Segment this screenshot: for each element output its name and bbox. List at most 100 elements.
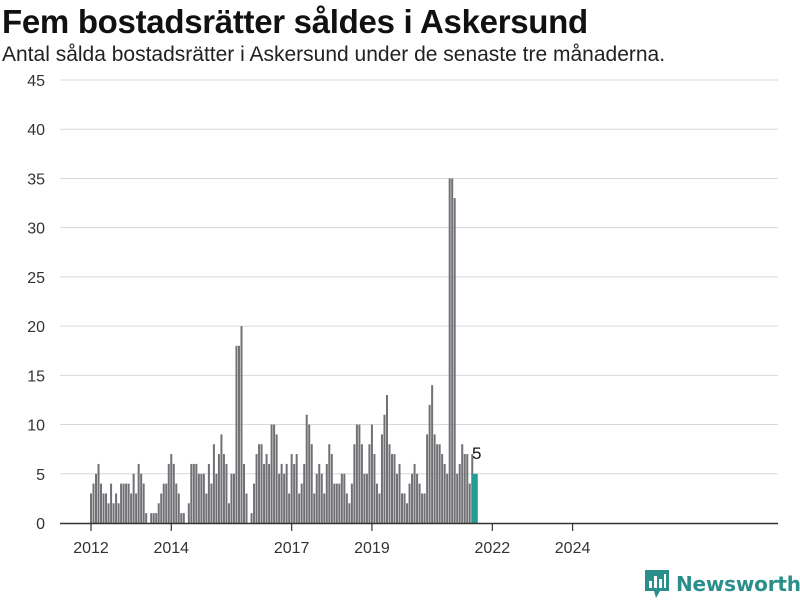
- bar: [245, 493, 248, 523]
- bar: [265, 454, 268, 523]
- bar: [380, 434, 383, 523]
- y-tick-label: 25: [27, 270, 45, 287]
- bar: [406, 503, 409, 523]
- bar: [443, 463, 446, 523]
- bar: [258, 444, 261, 523]
- bar: [240, 326, 243, 523]
- bar: [192, 463, 195, 523]
- bar: [333, 483, 336, 523]
- bar: [243, 463, 246, 523]
- bar: [190, 463, 193, 523]
- bar: [122, 483, 125, 523]
- bar: [212, 444, 215, 523]
- bar: [398, 463, 401, 523]
- bar: [202, 473, 205, 523]
- bar: [388, 444, 391, 523]
- bar: [358, 424, 361, 523]
- bar: [383, 414, 386, 523]
- bar: [463, 454, 466, 523]
- newsworthy-logo[interactable]: Newsworthy: [644, 569, 800, 599]
- x-tick-label: 2022: [475, 540, 511, 557]
- y-tick-label: 35: [27, 171, 45, 188]
- bar: [225, 463, 228, 523]
- bar: [428, 404, 431, 523]
- bar: [177, 493, 180, 523]
- bar: [408, 483, 411, 523]
- bar: [360, 444, 363, 523]
- bar: [446, 473, 449, 523]
- bar: [165, 483, 168, 523]
- bar: [373, 454, 376, 523]
- bar: [115, 493, 118, 523]
- bar: [323, 493, 326, 523]
- bar: [152, 513, 155, 523]
- chart-subtitle: Antal sålda bostadsrätter i Askersund un…: [2, 43, 666, 66]
- x-tick-label: 2017: [274, 540, 310, 557]
- bar: [403, 493, 406, 523]
- x-tick-label: 2012: [73, 540, 109, 557]
- bar: [308, 424, 311, 523]
- bar: [295, 454, 298, 523]
- bar: [160, 493, 163, 523]
- bar: [413, 463, 416, 523]
- bar: [340, 473, 343, 523]
- bar: [423, 493, 426, 523]
- bar: [235, 345, 238, 523]
- bar: [416, 473, 419, 523]
- bar: [142, 483, 145, 523]
- bar: [107, 503, 110, 523]
- bar: [230, 473, 233, 523]
- bar: [456, 473, 459, 523]
- bar: [217, 454, 220, 523]
- bar: [162, 483, 165, 523]
- bar: [130, 493, 133, 523]
- bar: [90, 493, 92, 523]
- bar: [433, 434, 436, 523]
- bar: [468, 483, 471, 523]
- bar: [458, 463, 461, 523]
- bar: [253, 483, 256, 523]
- bar: [127, 483, 130, 523]
- bar: [355, 424, 358, 523]
- bars: [90, 178, 478, 523]
- bar: [260, 444, 263, 523]
- bar: [172, 463, 175, 523]
- bar: [232, 473, 235, 523]
- bar: [330, 454, 333, 523]
- bar: [448, 178, 451, 523]
- bar: [426, 434, 429, 523]
- brand-name: Newsworthy: [676, 572, 800, 596]
- bar: [222, 454, 225, 523]
- bar: [270, 424, 273, 523]
- bar: [215, 473, 218, 523]
- bar: [273, 424, 276, 523]
- bar: [220, 434, 223, 523]
- y-tick-label: 15: [27, 368, 45, 385]
- bar: [180, 513, 183, 523]
- bar: [150, 513, 153, 523]
- bar: [431, 385, 434, 523]
- bar: [315, 473, 318, 523]
- bar: [110, 483, 113, 523]
- bar: [205, 493, 208, 523]
- bar: [343, 473, 346, 523]
- bar: [305, 414, 308, 523]
- bar: [411, 473, 414, 523]
- bar: [345, 493, 348, 523]
- bar: [197, 473, 200, 523]
- bar: [227, 503, 230, 523]
- bar: [438, 444, 441, 523]
- bar: [313, 493, 316, 523]
- bar: [368, 444, 371, 523]
- bar: [140, 473, 143, 523]
- gridlines: [60, 79, 778, 475]
- bar: [92, 483, 95, 523]
- bar: [157, 503, 160, 523]
- bar: [278, 473, 281, 523]
- bar: [112, 503, 115, 523]
- bar: [200, 473, 203, 523]
- bar: [441, 454, 444, 523]
- bar: [453, 198, 456, 523]
- bar: [125, 483, 128, 523]
- y-axis-ticks: 0 5 10 15 20 25 30 35 40 45: [27, 73, 45, 533]
